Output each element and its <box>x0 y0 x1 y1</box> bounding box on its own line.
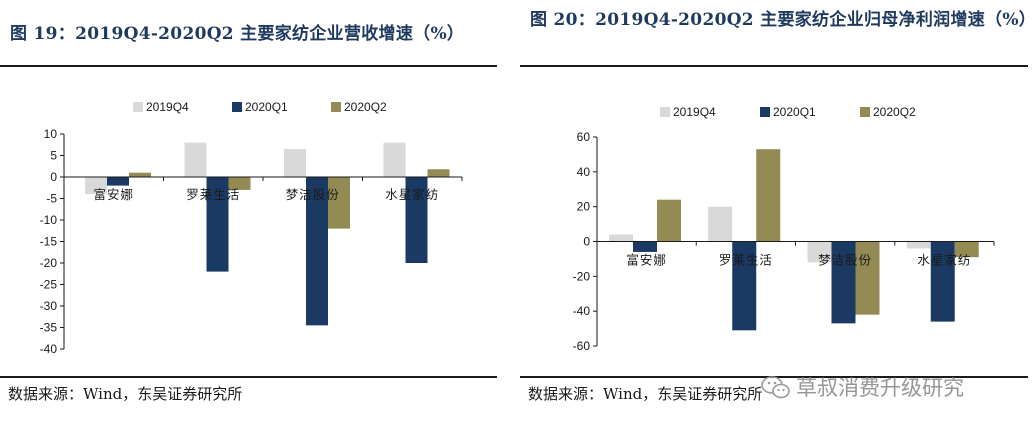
fig20-bar-2020q2-0 <box>657 199 681 242</box>
fig20-category-label-0: 富安娜 <box>626 253 667 268</box>
fig20-y-tick-label-1: 40 <box>577 165 591 179</box>
fig19-y-tick-label-5: -15 <box>40 235 58 249</box>
fig20-category-label-3: 水星家纺 <box>917 253 971 268</box>
fig19-bar-2019q4-1 <box>184 142 207 177</box>
fig20-y-tick-label-2: 20 <box>577 200 591 214</box>
fig20-bar-2019q4-3 <box>906 241 931 249</box>
wechat-icon <box>761 376 790 399</box>
fig20-legend-swatch-2 <box>860 107 870 117</box>
figure-19-chart: 10 5 0 -5 -10 -15 -20 -25 -30 -35 -40 富安娜 罗莱生活 梦洁股份 水星… <box>40 100 463 356</box>
figure-19-bottom-rule <box>0 376 497 378</box>
fig20-bar-2020q1-3 <box>930 241 955 322</box>
fig19-legend-swatch-0 <box>133 102 143 112</box>
fig19-category-label-3: 水星家纺 <box>385 187 439 202</box>
fig20-y-tick-label-5: -40 <box>573 304 591 318</box>
fig19-y-tick-label-3: -5 <box>46 192 57 206</box>
fig20-bar-2019q4-0 <box>609 234 633 242</box>
figure-20-source: 数据来源：Wind，东吴证券研究所 <box>528 385 763 403</box>
fig20-legend-label-1: 2020Q1 <box>773 105 816 119</box>
fig20-bar-2020q2-2 <box>855 241 880 315</box>
fig19-y-tick-label-10: -40 <box>40 342 58 356</box>
fig19-legend-label-2: 2020Q2 <box>344 100 387 114</box>
fig20-bar-2020q1-2 <box>831 241 856 324</box>
figure-19-source: 数据来源：Wind，东吴证券研究所 <box>8 385 243 403</box>
fig19-y-tick-label-0: 10 <box>44 127 58 141</box>
fig19-bar-2020q2-0 <box>129 172 151 177</box>
fig19-bar-2020q2-3 <box>427 169 450 177</box>
fig20-bar-2020q2-1 <box>756 149 781 242</box>
fig20-legend-swatch-1 <box>760 107 770 117</box>
figure-20-panel: 图 20：2019Q4-2020Q2 主要家纺企业归母净利润增速（%） 60 40… <box>520 0 1035 432</box>
fig20-bar-2019q4-2 <box>807 241 832 263</box>
fig19-y-tick-label-1: 5 <box>50 149 57 163</box>
figure-19-panel: 图 19：2019Q4-2020Q2 主要家纺企业营收增速（%） 10 5 0 -5 -… <box>0 0 500 432</box>
fig20-legend-label-0: 2019Q4 <box>673 105 716 119</box>
fig20-category-label-2: 梦洁股份 <box>818 253 872 268</box>
figure-20-chart: 60 40 20 0 -20 -40 -60 富安娜 罗莱生活 梦洁股份 水星家纺 2019Q4 202… <box>573 105 995 353</box>
figure-19-title: 图 19：2019Q4-2020Q2 主要家纺企业营收增速（%） <box>10 24 465 44</box>
fig19-category-label-0: 富安娜 <box>93 187 134 202</box>
fig19-legend-swatch-2 <box>331 102 341 112</box>
fig19-y-tick-label-6: -20 <box>40 256 58 270</box>
watermark-text: 草叔消费升级研究 <box>796 376 964 400</box>
watermark: 草叔消费升级研究 <box>760 368 1035 402</box>
fig19-y-tick-label-2: 0 <box>50 170 57 184</box>
fig20-category-label-1: 罗莱生活 <box>719 253 773 268</box>
fig20-y-tick-label-4: -20 <box>573 269 591 283</box>
fig19-category-label-1: 罗莱生活 <box>186 187 240 202</box>
fig19-legend-swatch-1 <box>232 102 242 112</box>
fig19-legend-label-0: 2019Q4 <box>146 100 189 114</box>
fig19-bar-2020q1-0 <box>107 177 129 186</box>
fig20-bar-2020q2-3 <box>954 241 979 258</box>
fig20-y-tick-label-6: -60 <box>573 339 591 353</box>
fig20-bar-2020q1-0 <box>633 241 657 252</box>
fig19-bar-2020q2-1 <box>228 177 251 190</box>
fig19-y-tick-label-7: -25 <box>40 278 58 292</box>
fig20-legend-label-2: 2020Q2 <box>873 105 916 119</box>
fig19-bar-2019q4-2 <box>284 149 306 177</box>
fig19-bar-2020q1-2 <box>306 177 328 326</box>
fig19-y-tick-label-9: -35 <box>40 321 58 335</box>
fig19-bar-2020q2-2 <box>328 177 350 229</box>
figure-20-top-rule <box>520 65 1028 67</box>
fig19-bar-2020q1-1 <box>206 177 229 272</box>
figure-20-title: 图 20：2019Q4-2020Q2 主要家纺企业归母净利润增速（%） <box>530 10 1035 30</box>
fig19-y-tick-label-4: -10 <box>40 213 58 227</box>
fig20-bar-2019q4-1 <box>708 206 733 242</box>
fig20-legend-swatch-0 <box>660 107 670 117</box>
fig20-bar-2020q1-1 <box>732 241 757 331</box>
fig19-legend-label-1: 2020Q1 <box>245 100 288 114</box>
figure-19-top-rule <box>0 65 497 67</box>
fig20-y-tick-label-3: 0 <box>583 235 590 249</box>
fig20-y-tick-label-0: 60 <box>577 130 591 144</box>
fig19-y-tick-label-8: -30 <box>40 299 58 313</box>
fig19-category-label-2: 梦洁股份 <box>286 187 340 202</box>
fig19-bar-2020q1-3 <box>405 177 428 263</box>
fig19-bar-2019q4-3 <box>383 142 406 177</box>
fig19-bar-2019q4-0 <box>85 177 107 195</box>
